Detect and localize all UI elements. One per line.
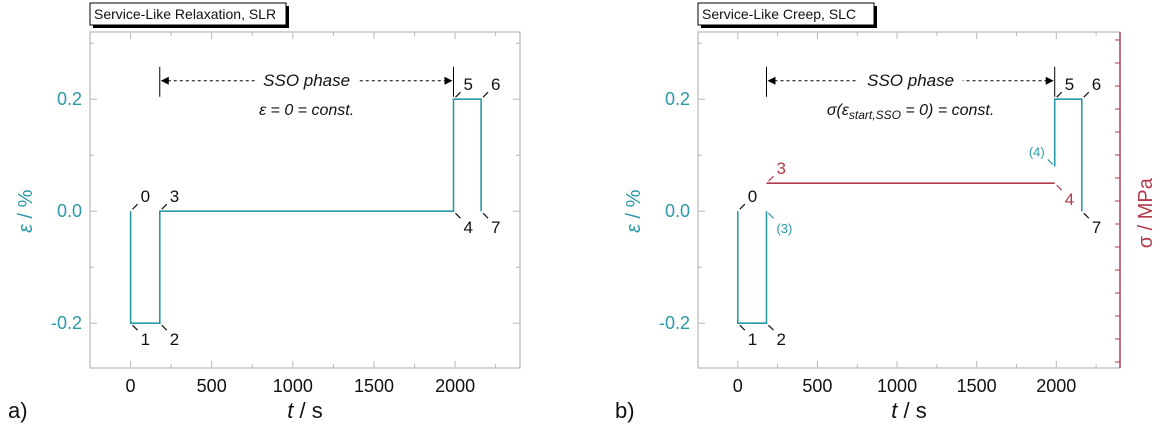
point-leader [161,203,168,210]
point-label: 5 [463,75,472,94]
x-tick-label: 0 [733,376,743,396]
point-leader [768,212,774,219]
point-label: 5 [1065,75,1074,94]
x-axis-label: t / s [287,398,322,423]
x-tick-label: 1500 [957,376,997,396]
chart-panel-2: Service-Like Creep, SLC 0 500 1000 1500 2000 0… [615,2,1157,423]
x-tick-label: 2000 [1036,376,1076,396]
chart-title: Service-Like Creep, SLC [702,6,856,22]
point-label: 2 [776,330,785,349]
phase-arrow-left [767,76,776,85]
point-label: 7 [1092,218,1101,237]
x-tick-label: 1000 [273,376,313,396]
phase-arrow-left [160,76,169,85]
y-tick-label: -0.2 [51,313,82,333]
y2-axis-label: σ / MPa [1135,177,1157,248]
point-leader [1056,91,1063,98]
point-leader [768,175,774,182]
point-label: 3 [170,187,179,206]
point-label: 3 [776,159,785,178]
point-label: 4 [1065,190,1074,209]
x-tick-label: 1000 [877,376,917,396]
point-leader [132,203,138,210]
point-label: 2 [170,330,179,349]
series-line-2 [1053,98,1083,212]
point-label: 4 [463,218,472,237]
x-tick-label: 500 [197,376,227,396]
phase-condition: ε = 0 = const. [259,102,354,119]
phase-condition: σ(εstart,SSO = 0) = const. [827,102,994,122]
point-label: 0 [141,187,150,206]
y-tick-label: 0.0 [57,201,82,221]
y-tick-label: 0.0 [665,201,690,221]
point-leader [768,324,774,331]
phase-label: SSO phase [263,71,350,90]
phase-label-bg [858,70,963,89]
point-leader [739,203,746,210]
panel-label: b) [615,398,635,423]
point-leader [455,212,461,219]
y-tick-label: 0.2 [665,89,690,109]
x-tick-label: 1500 [354,376,394,396]
y-tick-label: -0.2 [659,313,690,333]
point-label: (4) [1029,144,1045,159]
y-tick-label: 0.2 [57,89,82,109]
point-leader [1047,158,1054,165]
point-leader [482,91,489,98]
title-box [89,2,287,26]
series-line-1 [129,98,482,325]
phase-label: SSO phase [867,71,954,90]
phase-arrow-right [444,76,453,85]
x-axis-label: t / s [891,398,926,423]
plot-frame [89,31,521,369]
point-label: 6 [1092,75,1101,94]
point-leader [482,212,489,219]
point-leader [161,324,168,331]
x-tick-label: 2000 [435,376,475,396]
point-label: (3) [776,221,792,236]
chart-title: Service-Like Relaxation, SLR [94,6,276,22]
point-label: 0 [748,187,757,206]
panel-label: a) [8,398,28,423]
point-label: 7 [491,218,500,237]
title-box [697,2,875,26]
point-leader [1083,91,1090,98]
y-axis-label: ε / % [15,189,37,232]
point-label: 1 [141,330,150,349]
point-leader [1056,184,1063,191]
x-tick-label: 500 [802,376,832,396]
point-leader [132,324,138,331]
point-leader [455,91,461,98]
point-leader [739,324,746,331]
series-line-1 [736,211,768,325]
phase-arrow-right [1045,76,1054,85]
y-axis-label: ε / % [623,189,645,232]
point-leader [1083,212,1090,219]
point-label: 1 [748,330,757,349]
point-label: 6 [491,75,500,94]
phase-label-bg [254,70,359,89]
x-tick-label: 0 [126,376,136,396]
